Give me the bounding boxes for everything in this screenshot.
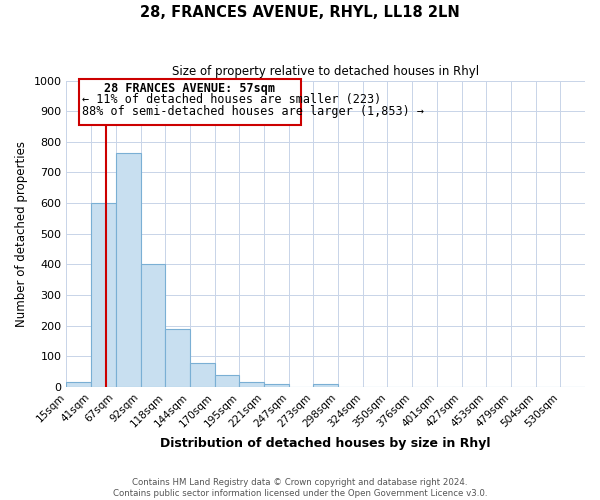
Bar [140, 264, 165, 387]
Text: 28 FRANCES AVENUE: 57sqm: 28 FRANCES AVENUE: 57sqm [104, 82, 275, 94]
Text: Contains HM Land Registry data © Crown copyright and database right 2024.
Contai: Contains HM Land Registry data © Crown c… [113, 478, 487, 498]
Bar [67, 382, 91, 387]
Bar [313, 384, 338, 387]
Text: 88% of semi-detached houses are larger (1,853) →: 88% of semi-detached houses are larger (… [82, 104, 424, 118]
Bar [190, 363, 215, 387]
Y-axis label: Number of detached properties: Number of detached properties [15, 141, 28, 327]
Bar [264, 384, 289, 387]
Bar [165, 328, 190, 387]
Bar [91, 203, 116, 387]
FancyBboxPatch shape [79, 79, 301, 125]
Bar [215, 374, 239, 387]
X-axis label: Distribution of detached houses by size in Rhyl: Distribution of detached houses by size … [160, 437, 491, 450]
Bar [116, 152, 140, 387]
Text: ← 11% of detached houses are smaller (223): ← 11% of detached houses are smaller (22… [82, 94, 382, 106]
Text: 28, FRANCES AVENUE, RHYL, LL18 2LN: 28, FRANCES AVENUE, RHYL, LL18 2LN [140, 5, 460, 20]
Title: Size of property relative to detached houses in Rhyl: Size of property relative to detached ho… [172, 65, 479, 78]
Bar [239, 382, 264, 387]
